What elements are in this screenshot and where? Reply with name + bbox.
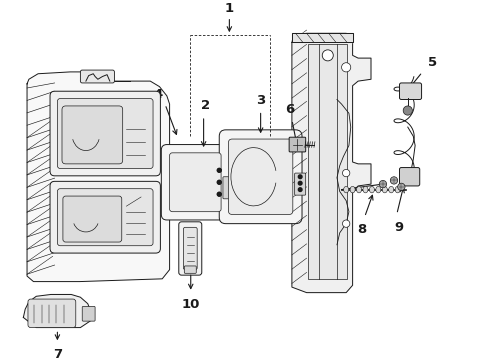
FancyBboxPatch shape: [50, 91, 160, 176]
FancyBboxPatch shape: [399, 167, 420, 186]
FancyBboxPatch shape: [82, 306, 95, 321]
Ellipse shape: [357, 186, 362, 193]
FancyBboxPatch shape: [57, 99, 153, 168]
Circle shape: [218, 192, 221, 196]
FancyBboxPatch shape: [28, 299, 76, 328]
FancyBboxPatch shape: [179, 222, 202, 275]
FancyBboxPatch shape: [183, 227, 197, 270]
Circle shape: [343, 170, 350, 177]
Circle shape: [342, 63, 351, 72]
Polygon shape: [292, 33, 353, 42]
FancyBboxPatch shape: [309, 44, 347, 279]
FancyBboxPatch shape: [184, 266, 196, 273]
FancyBboxPatch shape: [50, 181, 160, 253]
Text: 6: 6: [286, 103, 294, 116]
Text: 4: 4: [153, 88, 162, 101]
Circle shape: [298, 181, 302, 185]
FancyBboxPatch shape: [62, 106, 122, 164]
FancyBboxPatch shape: [170, 153, 221, 212]
Text: 5: 5: [428, 56, 437, 69]
Circle shape: [218, 180, 221, 184]
Polygon shape: [292, 33, 371, 293]
Ellipse shape: [395, 186, 400, 193]
FancyBboxPatch shape: [57, 189, 153, 246]
Ellipse shape: [376, 186, 381, 193]
Circle shape: [322, 50, 333, 61]
Circle shape: [218, 180, 221, 184]
FancyBboxPatch shape: [219, 130, 302, 224]
Circle shape: [218, 168, 221, 172]
Text: 10: 10: [182, 298, 200, 311]
Ellipse shape: [363, 186, 368, 193]
Circle shape: [343, 220, 350, 227]
Circle shape: [218, 168, 221, 172]
FancyBboxPatch shape: [228, 139, 293, 215]
FancyBboxPatch shape: [223, 177, 234, 199]
FancyBboxPatch shape: [399, 83, 421, 99]
FancyBboxPatch shape: [294, 173, 306, 195]
Circle shape: [379, 180, 387, 188]
Circle shape: [298, 175, 302, 179]
Circle shape: [218, 192, 221, 196]
Text: 7: 7: [53, 348, 62, 360]
FancyBboxPatch shape: [289, 137, 306, 152]
Ellipse shape: [369, 186, 374, 193]
FancyBboxPatch shape: [63, 196, 122, 242]
FancyBboxPatch shape: [161, 145, 229, 220]
Circle shape: [398, 183, 405, 190]
Text: 9: 9: [394, 221, 403, 234]
Ellipse shape: [343, 186, 349, 193]
Text: 8: 8: [357, 223, 367, 236]
Text: 1: 1: [225, 2, 234, 15]
Circle shape: [298, 188, 302, 192]
Ellipse shape: [350, 186, 355, 193]
Ellipse shape: [389, 186, 394, 193]
Polygon shape: [24, 294, 92, 328]
FancyBboxPatch shape: [80, 70, 114, 83]
Circle shape: [391, 177, 398, 184]
Circle shape: [403, 106, 413, 115]
Text: 3: 3: [256, 94, 265, 107]
Text: 2: 2: [201, 99, 210, 112]
Ellipse shape: [382, 186, 387, 193]
Polygon shape: [27, 72, 170, 282]
